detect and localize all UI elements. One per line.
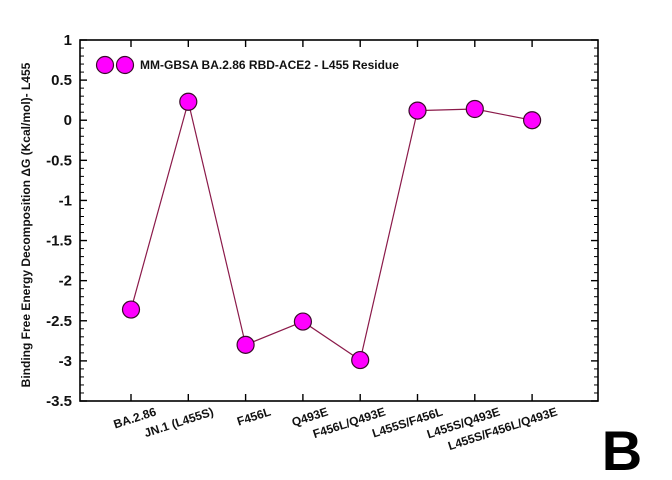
axis-ticks xyxy=(80,39,598,402)
data-point-7 xyxy=(465,99,484,119)
legend: MM-GBSA BA.2.86 RBD-ACE2 - L455 Residue xyxy=(95,55,399,75)
x-category-label: F456L xyxy=(235,405,272,429)
y-tick-label: -1 xyxy=(59,192,72,209)
y-tick-label: 1 xyxy=(64,32,72,49)
data-point-markers xyxy=(121,92,542,370)
data-point-1 xyxy=(121,300,141,319)
series-line xyxy=(130,101,533,362)
y-tick-label: -2 xyxy=(59,273,72,290)
plot-frame xyxy=(79,39,599,402)
series-line-group xyxy=(130,101,533,362)
legend-marker-2 xyxy=(115,55,135,75)
data-point-3 xyxy=(236,335,255,354)
legend-marker-1 xyxy=(95,55,115,75)
y-axis-title: Binding Free Energy Decomposition ΔG (Kc… xyxy=(19,62,33,387)
y-tick-labels: 1 0.5 0 -0.5 -1 -1.5 -2 -2.5 -3 -3.5 xyxy=(46,32,72,410)
data-point-6 xyxy=(408,101,427,120)
y-tick-label: -0.5 xyxy=(46,152,72,169)
y-tick-label: -2.5 xyxy=(46,313,72,330)
panel-label: B xyxy=(602,419,642,480)
y-tick-label: -3.5 xyxy=(46,393,72,410)
y-tick-label: 0.5 xyxy=(51,72,72,89)
y-tick-label: -1.5 xyxy=(46,233,72,250)
y-tick-label: -3 xyxy=(59,353,72,370)
data-point-8 xyxy=(522,111,542,130)
data-point-5 xyxy=(351,350,370,370)
y-tick-label: 0 xyxy=(64,112,72,129)
plot-area-border xyxy=(79,39,599,402)
data-point-2 xyxy=(179,92,198,111)
legend-label: MM-GBSA BA.2.86 RBD-ACE2 - L455 Residue xyxy=(140,58,399,72)
data-point-4 xyxy=(293,312,312,331)
